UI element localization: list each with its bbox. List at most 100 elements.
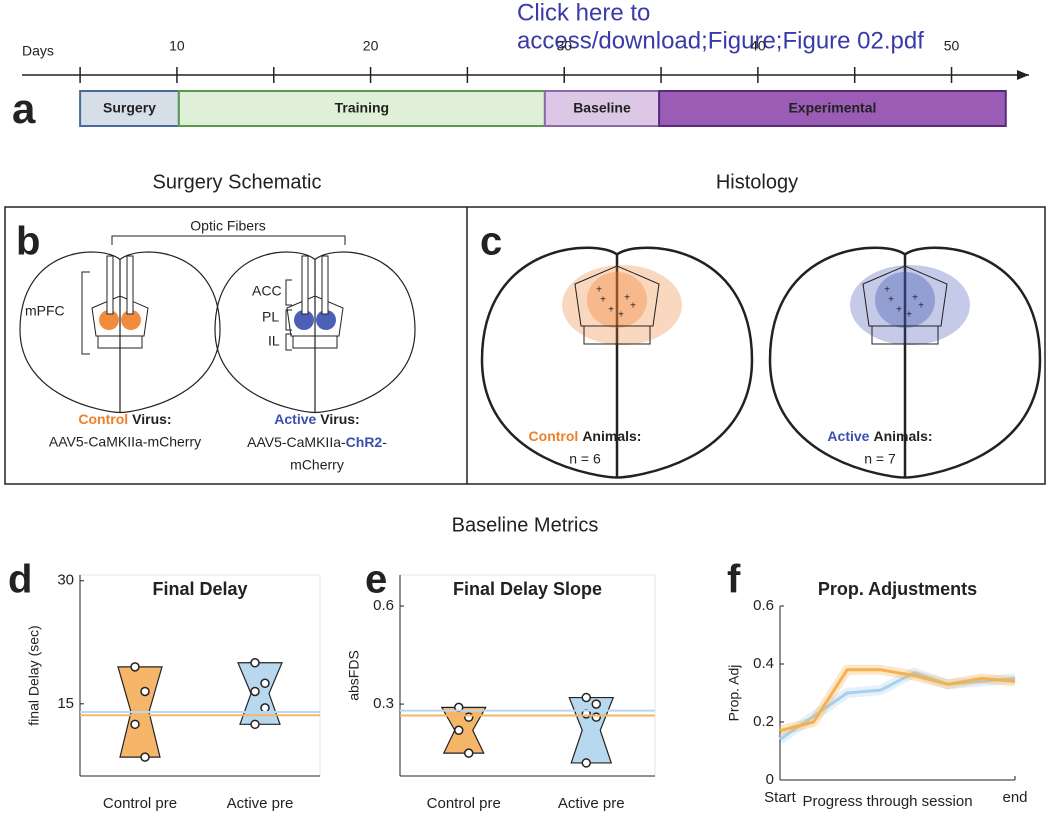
x-axis-label: Progress through session — [802, 793, 972, 810]
fiber-tip: + — [608, 305, 614, 316]
brain-outline — [214, 251, 416, 414]
phase-bar — [658, 90, 1007, 127]
arrow-head — [1017, 70, 1029, 80]
data-point — [454, 725, 464, 735]
series-line — [779, 668, 1016, 733]
fiber-tip: + — [630, 301, 636, 312]
panel-letter: f — [727, 558, 741, 602]
region-outline — [286, 295, 344, 349]
fiber-tip: + — [596, 285, 602, 296]
data-point — [591, 699, 601, 709]
phase-bar — [543, 90, 661, 127]
data-point — [260, 703, 270, 713]
fiber-tip: + — [600, 295, 606, 306]
expression-area — [850, 265, 970, 345]
fibers-label: Optic Fibers — [190, 218, 265, 234]
phase-label: Experimental — [788, 100, 876, 116]
data-point — [130, 719, 140, 730]
region-outline — [574, 265, 660, 345]
virus: AAV5-CaMKIIa-mCherry — [49, 434, 201, 450]
panel-letter: d — [8, 558, 32, 602]
x-tick-label: Control pre — [103, 795, 177, 812]
brain-outline — [480, 246, 754, 479]
phase-label: Training — [335, 100, 389, 116]
panel-letter: c — [480, 220, 502, 264]
fiber-tip: + — [884, 285, 890, 296]
expression-area — [562, 265, 682, 345]
region-label: mPFC — [25, 303, 65, 319]
data-point — [464, 712, 474, 722]
data-point — [130, 662, 140, 672]
group-name: Active — [827, 428, 869, 444]
fiber-tip: + — [912, 293, 918, 304]
fiber-tip: + — [624, 293, 630, 304]
data-point — [464, 748, 474, 758]
virus-spot — [316, 310, 336, 330]
n-count: n = 7 — [864, 451, 896, 467]
group-caption: Control Animals: — [529, 428, 642, 444]
group-name: Control — [78, 411, 128, 427]
x-tick-label: Active pre — [558, 795, 625, 812]
caption-text: Virus: — [132, 411, 171, 427]
chart-title: Final Delay — [152, 579, 247, 599]
chart-title: Prop. Adjustments — [818, 579, 977, 599]
virus-part: ChR2 — [346, 434, 383, 450]
optic-fiber — [126, 255, 134, 315]
expression-area — [875, 272, 935, 328]
section-title: Histology — [716, 171, 798, 193]
data-point — [140, 752, 150, 762]
section-title: Surgery Schematic — [153, 171, 322, 193]
virus-spot — [294, 310, 314, 330]
caption-text: Animals: — [873, 428, 932, 444]
plot-frame — [399, 574, 656, 777]
chart-title: Final Delay Slope — [453, 579, 602, 599]
caption-text: Virus: — [320, 411, 359, 427]
group-caption: Control Virus: — [78, 411, 171, 427]
y-axis-label: absFDS — [346, 650, 362, 701]
violin — [440, 706, 487, 754]
violin — [568, 696, 615, 764]
data-point — [250, 658, 260, 668]
y-axis-label: final Delay (sec) — [26, 625, 42, 725]
phase-label: Baseline — [573, 100, 631, 116]
data-point — [140, 686, 150, 697]
virus-spot — [99, 310, 119, 330]
virus: mCherry — [290, 457, 344, 473]
y-axis-label: Prop. Adj — [726, 665, 742, 722]
y-tick-label: 0.4 — [753, 655, 774, 672]
data-point — [250, 719, 260, 730]
panel-letter: e — [365, 558, 387, 602]
y-tick-label: 0.6 — [373, 597, 394, 614]
plot-frame — [79, 574, 321, 777]
group-caption: Active Animals: — [827, 428, 932, 444]
y-tick-label: 0.2 — [753, 713, 774, 730]
region-outline — [862, 265, 948, 345]
data-point — [260, 678, 270, 689]
panel-letter: b — [16, 220, 40, 264]
y-tick-label: 0.3 — [373, 695, 394, 712]
panel-letter: a — [12, 85, 36, 132]
virus-part: AAV5-CaMKIIa- — [247, 434, 346, 450]
fiber-tip: + — [918, 301, 924, 312]
x-tick-label: Active pre — [227, 795, 294, 812]
panel-frame — [4, 206, 1046, 485]
section-title: Baseline Metrics — [452, 514, 599, 536]
phase-bar — [177, 90, 546, 127]
brain-outline — [19, 251, 221, 414]
data-point — [581, 692, 591, 703]
fiber-tip: + — [888, 295, 894, 306]
axis-label: Days — [22, 43, 54, 59]
fiber-tip: + — [906, 310, 912, 321]
virus: AAV5-CaMKIIa-ChR2- — [247, 434, 387, 450]
bracket — [81, 271, 90, 355]
virus-spot — [121, 310, 141, 330]
link-line[interactable]: access/download;Figure;Figure 02.pdf — [517, 27, 924, 54]
y-tick-label: 0.6 — [753, 597, 774, 614]
optic-fiber — [321, 255, 329, 315]
y-tick-label: 15 — [57, 695, 74, 712]
link-line[interactable]: Click here to — [517, 0, 650, 26]
y-tick-label: 0 — [766, 771, 774, 788]
tick-label: 30 — [556, 38, 572, 54]
y-tick-label: 30 — [57, 572, 74, 589]
